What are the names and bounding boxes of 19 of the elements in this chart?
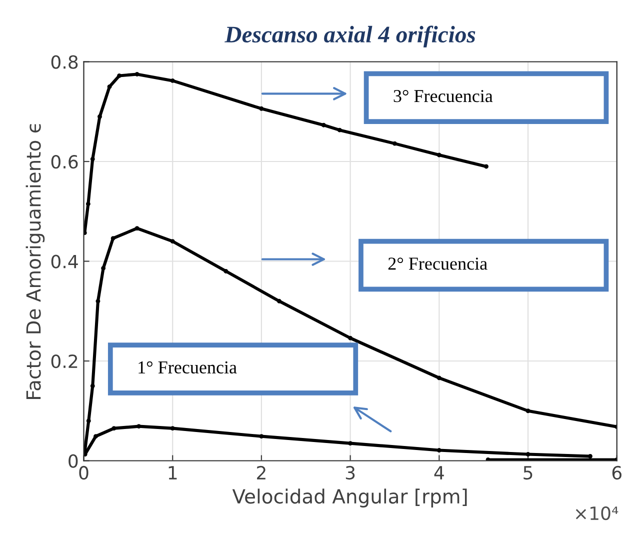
- y-tick-label: 0.2: [51, 354, 78, 368]
- annotation: 2° Frecuencia: [388, 258, 488, 270]
- text: ×10⁴: [576, 506, 618, 520]
- y-axis-title: Factor De Amoriguamiento ϵ: [26, 124, 45, 399]
- x-tick-label: 2: [257, 466, 266, 480]
- x-tick-label: 3: [346, 466, 355, 480]
- x-tick-label: 6: [612, 466, 622, 480]
- chart-title: Descanso axial 4 orificios: [224, 26, 476, 48]
- annotation: 3° Frecuencia: [394, 90, 493, 102]
- y-tick-label: 0: [68, 454, 78, 468]
- x-tick-label: 5: [524, 466, 532, 480]
- x-tick-label: 4: [434, 466, 444, 480]
- x-tick-label: 0: [79, 466, 88, 480]
- annotation: 1° Frecuencia: [138, 361, 237, 374]
- x-axis-title: Velocidad Angular [rpm]: [232, 488, 467, 508]
- x-tick-label: 1: [168, 466, 177, 480]
- y-tick-label: 0.6: [51, 154, 78, 169]
- y-tick-label: 0.4: [51, 254, 78, 268]
- y-tick-label: 0.8: [51, 55, 78, 69]
